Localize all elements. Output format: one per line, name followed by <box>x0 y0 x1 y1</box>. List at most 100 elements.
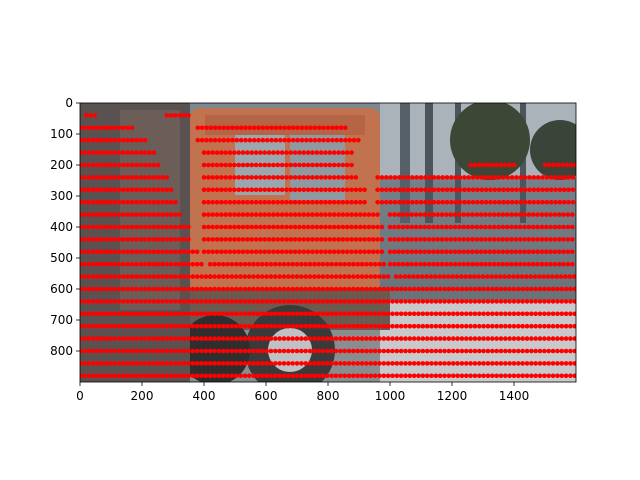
scatter-point <box>182 225 187 230</box>
scatter-point <box>355 287 360 292</box>
scatter-point <box>403 312 408 317</box>
scatter-point <box>516 312 521 317</box>
scatter-point <box>293 188 298 193</box>
scatter-point <box>86 150 91 155</box>
scatter-point <box>160 299 165 304</box>
scatter-point <box>104 349 109 354</box>
scatter-point <box>408 287 413 292</box>
scatter-point <box>312 287 317 292</box>
scatter-point <box>234 299 239 304</box>
scatter-point <box>435 225 440 230</box>
scatter-point <box>486 336 491 341</box>
scatter-point <box>91 126 96 131</box>
scatter-point <box>169 113 174 118</box>
scatter-point <box>147 312 152 317</box>
scatter-point <box>546 374 551 379</box>
scatter-point <box>388 250 393 255</box>
scatter-point <box>377 336 382 341</box>
scatter-point <box>86 262 91 267</box>
scatter-point <box>256 374 261 379</box>
scatter-point <box>138 175 143 180</box>
scatter-point <box>210 163 215 168</box>
scatter-point <box>223 188 228 193</box>
scatter-point <box>245 250 250 255</box>
scatter-point <box>138 274 143 279</box>
scatter-point <box>323 150 328 155</box>
scatter-point <box>251 336 256 341</box>
scatter-point <box>117 374 122 379</box>
scatter-point <box>334 349 339 354</box>
scatter-point <box>529 312 534 317</box>
scatter-point <box>490 336 495 341</box>
scatter-point <box>437 274 442 279</box>
scatter-point <box>169 274 174 279</box>
scatter-point <box>435 212 440 217</box>
y-tick-label: 200 <box>50 158 73 172</box>
scatter-point <box>321 299 326 304</box>
scatter-point <box>82 287 87 292</box>
scatter-point <box>217 126 222 131</box>
scatter-point <box>566 250 571 255</box>
scatter-point <box>117 138 122 143</box>
scatter-point <box>221 361 226 366</box>
scatter-point <box>522 250 527 255</box>
scatter-point <box>470 262 475 267</box>
scatter-point <box>325 336 330 341</box>
scatter-point <box>564 312 569 317</box>
scatter-point <box>112 163 117 168</box>
scatter-point <box>501 250 506 255</box>
scatter-point <box>104 150 109 155</box>
scatter-point <box>373 287 378 292</box>
scatter-point <box>235 126 240 131</box>
scatter-point <box>360 361 365 366</box>
scatter-point <box>490 299 495 304</box>
scatter-point <box>537 274 542 279</box>
scatter-point <box>99 175 104 180</box>
scatter-point <box>514 200 519 205</box>
scatter-point <box>325 287 330 292</box>
scatter-point <box>468 374 473 379</box>
scatter-point <box>527 262 532 267</box>
scatter-point <box>284 150 289 155</box>
scatter-point <box>208 274 213 279</box>
scatter-point <box>471 188 476 193</box>
scatter-point <box>262 175 267 180</box>
scatter-point <box>373 312 378 317</box>
scatter-point <box>95 262 100 267</box>
scatter-point <box>108 150 113 155</box>
scatter-point <box>165 200 170 205</box>
scatter-point <box>498 274 503 279</box>
scatter-point <box>362 250 367 255</box>
scatter-point <box>125 225 130 230</box>
scatter-point <box>289 200 294 205</box>
scatter-point <box>564 287 569 292</box>
scatter-point <box>86 250 91 255</box>
scatter-point <box>293 163 298 168</box>
scatter-point <box>82 237 87 242</box>
scatter-point <box>256 336 261 341</box>
scatter-point <box>165 324 170 329</box>
scatter-point <box>448 262 453 267</box>
scatter-point <box>151 262 156 267</box>
scatter-point <box>312 374 317 379</box>
scatter-point <box>86 324 91 329</box>
scatter-point <box>234 274 239 279</box>
scatter-point <box>121 188 126 193</box>
scatter-point <box>91 175 96 180</box>
scatter-point <box>95 250 100 255</box>
scatter-point <box>516 349 521 354</box>
scatter-point <box>225 361 230 366</box>
scatter-point <box>414 212 419 217</box>
scatter-point <box>210 188 215 193</box>
scatter-point <box>475 225 480 230</box>
scatter-point <box>245 188 250 193</box>
scatter-point <box>295 374 300 379</box>
scatter-point <box>342 312 347 317</box>
scatter-point <box>302 163 307 168</box>
scatter-point <box>338 299 343 304</box>
scatter-point <box>475 200 480 205</box>
scatter-point <box>506 188 511 193</box>
scatter-point <box>95 200 100 205</box>
scatter-point <box>384 175 389 180</box>
scatter-point <box>542 287 547 292</box>
